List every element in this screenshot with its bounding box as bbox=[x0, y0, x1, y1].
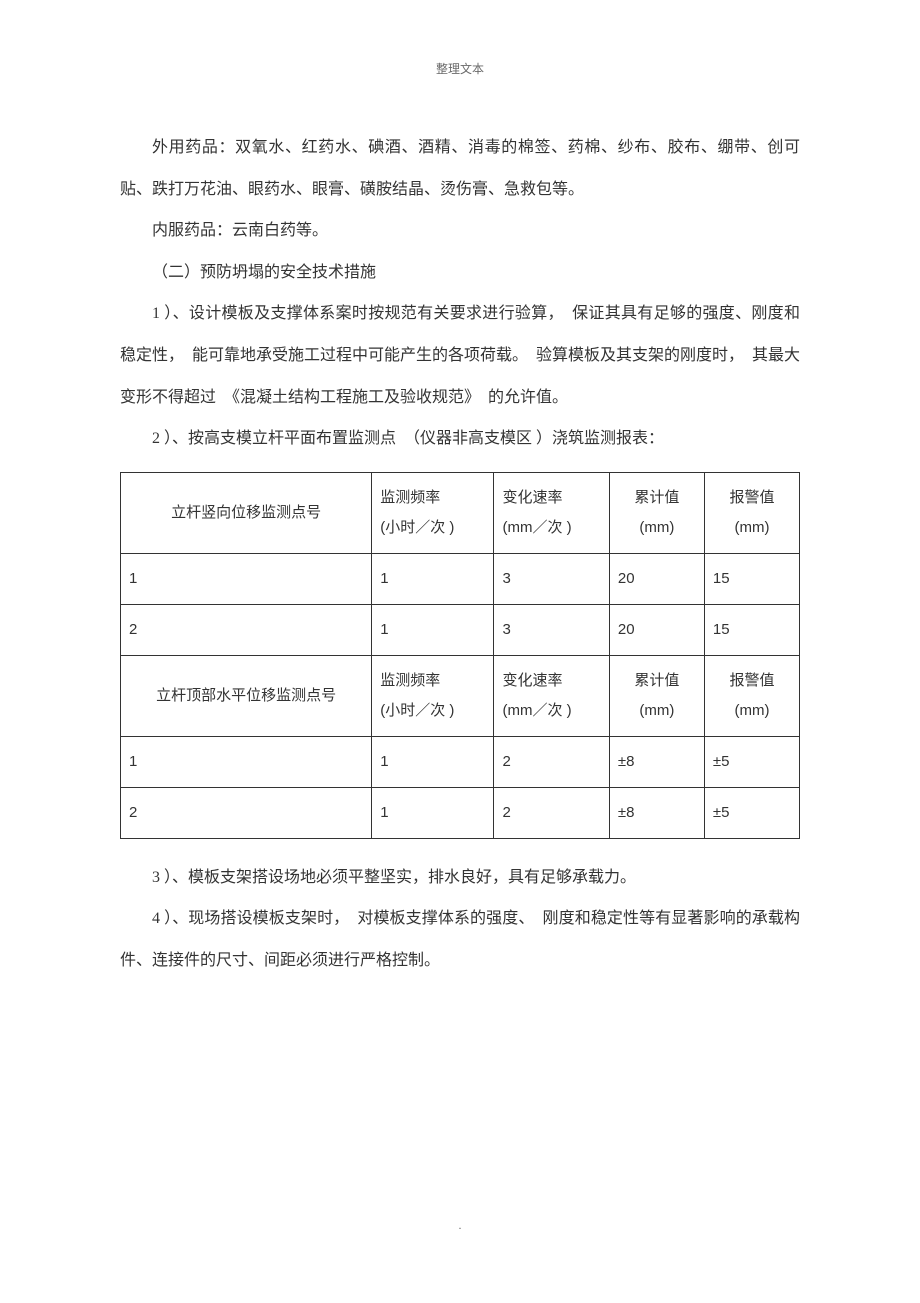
header-label: 监测频率 bbox=[380, 489, 440, 506]
table-cell: 2 bbox=[494, 787, 609, 838]
header-label: 报警值 bbox=[729, 672, 774, 689]
header-unit: (小时／次 ) bbox=[380, 519, 454, 536]
table-cell: 20 bbox=[609, 604, 704, 655]
table-cell: ±8 bbox=[609, 787, 704, 838]
paragraph-section-title: （二）预防坍塌的安全技术措施 bbox=[120, 252, 800, 294]
table-header-cell: 变化速率 (mm／次 ) bbox=[494, 655, 609, 736]
header-unit: (小时／次 ) bbox=[380, 702, 454, 719]
header-label: 累计值 bbox=[634, 489, 679, 506]
table-cell: 2 bbox=[121, 604, 372, 655]
monitoring-table: 立杆竖向位移监测点号 监测频率 (小时／次 ) 变化速率 (mm／次 ) 累计值… bbox=[120, 472, 800, 839]
table-cell: 15 bbox=[704, 604, 799, 655]
table-header-cell: 报警值 (mm) bbox=[704, 472, 799, 553]
header-unit: (mm／次 ) bbox=[502, 519, 571, 536]
table-header-row-2: 立杆顶部水平位移监测点号 监测频率 (小时／次 ) 变化速率 (mm／次 ) 累… bbox=[121, 655, 800, 736]
document-header: 整理文本 bbox=[120, 60, 800, 77]
table-cell: 15 bbox=[704, 553, 799, 604]
header-unit: (mm) bbox=[734, 519, 769, 536]
header-unit: (mm) bbox=[639, 702, 674, 719]
paragraph-item-4: 4 ）、现场搭设模板支架时， 对模板支撑体系的强度、 刚度和稳定性等有显著影响的… bbox=[120, 898, 800, 981]
table-cell: 1 bbox=[372, 604, 494, 655]
header-unit: (mm／次 ) bbox=[502, 702, 571, 719]
page-footer-dot: . bbox=[459, 1218, 462, 1233]
header-label: 监测频率 bbox=[380, 672, 440, 689]
table-cell: 2 bbox=[121, 787, 372, 838]
table-row: 1 1 2 ±8 ±5 bbox=[121, 736, 800, 787]
header-label: 变化速率 bbox=[502, 489, 562, 506]
paragraph-external-meds: 外用药品：双氧水、红药水、碘酒、酒精、消毒的棉签、药棉、纱布、胶布、绷带、创可贴… bbox=[120, 127, 800, 210]
table-cell: 1 bbox=[372, 553, 494, 604]
table-cell: 1 bbox=[372, 787, 494, 838]
table-header-cell: 累计值 (mm) bbox=[609, 472, 704, 553]
table-cell: 20 bbox=[609, 553, 704, 604]
header-label: 累计值 bbox=[634, 672, 679, 689]
table-header-cell: 监测频率 (小时／次 ) bbox=[372, 655, 494, 736]
paragraph-item-1: 1 ）、设计模板及支撑体系案时按规范有关要求进行验算， 保证其具有足够的强度、刚… bbox=[120, 293, 800, 418]
table-header-row-1: 立杆竖向位移监测点号 监测频率 (小时／次 ) 变化速率 (mm／次 ) 累计值… bbox=[121, 472, 800, 553]
paragraph-internal-meds: 内服药品：云南白药等。 bbox=[120, 210, 800, 252]
table-cell: 2 bbox=[494, 736, 609, 787]
table-row: 2 1 2 ±8 ±5 bbox=[121, 787, 800, 838]
document-page: 整理文本 外用药品：双氧水、红药水、碘酒、酒精、消毒的棉签、药棉、纱布、胶布、绷… bbox=[0, 0, 920, 1303]
table-cell: 3 bbox=[494, 604, 609, 655]
table-header-cell: 立杆顶部水平位移监测点号 bbox=[121, 655, 372, 736]
table-header-cell: 监测频率 (小时／次 ) bbox=[372, 472, 494, 553]
table-header-cell: 累计值 (mm) bbox=[609, 655, 704, 736]
table-cell: 1 bbox=[121, 553, 372, 604]
table-header-cell: 变化速率 (mm／次 ) bbox=[494, 472, 609, 553]
header-label: 报警值 bbox=[729, 489, 774, 506]
table-row: 1 1 3 20 15 bbox=[121, 553, 800, 604]
table-cell: ±5 bbox=[704, 787, 799, 838]
paragraph-item-3: 3 ）、模板支架搭设场地必须平整坚实，排水良好，具有足够承载力。 bbox=[120, 857, 800, 899]
table-cell: 3 bbox=[494, 553, 609, 604]
table-cell: 1 bbox=[121, 736, 372, 787]
paragraph-item-2: 2 ）、按高支模立杆平面布置监测点 （仪器非高支模区 ）浇筑监测报表： bbox=[120, 418, 800, 460]
header-unit: (mm) bbox=[639, 519, 674, 536]
table-cell: ±8 bbox=[609, 736, 704, 787]
table-cell: ±5 bbox=[704, 736, 799, 787]
table-cell: 1 bbox=[372, 736, 494, 787]
header-unit: (mm) bbox=[734, 702, 769, 719]
table-header-cell: 立杆竖向位移监测点号 bbox=[121, 472, 372, 553]
table-header-cell: 报警值 (mm) bbox=[704, 655, 799, 736]
table-row: 2 1 3 20 15 bbox=[121, 604, 800, 655]
header-label: 变化速率 bbox=[502, 672, 562, 689]
